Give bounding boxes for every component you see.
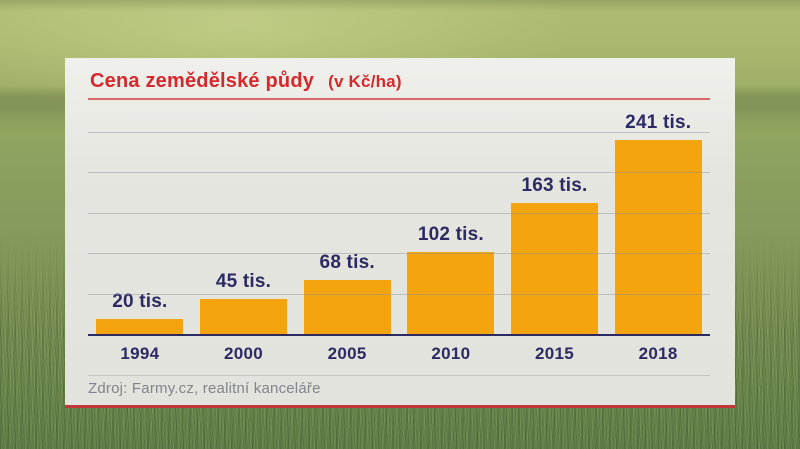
- bar-value-label: 241 tis.: [625, 112, 692, 133]
- bar-series: 20 tis. 1994 45 tis. 2000 68 tis. 2005 102 tis…: [88, 102, 710, 363]
- bar-value-label: 68 tis.: [319, 252, 375, 273]
- x-axis-label: 2005: [327, 344, 367, 363]
- gridline: [88, 131, 710, 133]
- bar-group: 102 tis. 2010: [399, 102, 503, 363]
- title-underline-rule: [88, 98, 710, 100]
- x-axis-label: 2015: [535, 344, 575, 363]
- x-axis-baseline: [88, 334, 710, 336]
- bar: [614, 140, 702, 335]
- bar: [303, 280, 391, 335]
- chart-title-text: Cena zemědělské půdy: [90, 70, 315, 92]
- chart-unit-subtitle: (v Kč/ha): [328, 72, 402, 91]
- x-axis-label: 2018: [638, 344, 678, 363]
- gridline: [88, 212, 710, 214]
- bar-group: 45 tis. 2000: [192, 102, 296, 363]
- bar-value-label: 102 tis.: [417, 224, 484, 245]
- gridline: [88, 172, 710, 173]
- source-credit: Zdroj: Farmy.cz, realitní kanceláře: [88, 380, 321, 397]
- chart-title: Cena zemědělské půdy (v Kč/ha): [90, 70, 402, 93]
- bar-group: 68 tis. 2005: [295, 102, 399, 363]
- x-axis-label: 1994: [120, 344, 160, 363]
- chart-panel: Cena zemědělské půdy (v Kč/ha) 20 tis. 199…: [65, 58, 735, 408]
- bar-group: 241 tis. 2018: [606, 102, 710, 363]
- source-divider-rule: [88, 375, 710, 376]
- bar-value-label: 163 tis.: [521, 175, 588, 196]
- x-axis-label: 2010: [431, 344, 471, 363]
- bar-value-label: 20 tis.: [112, 291, 168, 312]
- bar-value-label: 45 tis.: [215, 271, 272, 292]
- bar-chart-plot-area: 20 tis. 1994 45 tis. 2000 68 tis. 2005 102 tis…: [88, 102, 710, 363]
- gridline: [88, 253, 710, 254]
- bar: [407, 252, 495, 335]
- bar: [96, 319, 184, 335]
- bar-group: 20 tis. 1994: [88, 102, 192, 363]
- bar: [200, 299, 287, 335]
- gridline: [88, 293, 710, 295]
- bar: [511, 203, 599, 335]
- x-axis-label: 2000: [223, 344, 264, 363]
- bar-group: 163 tis. 2015: [503, 102, 607, 363]
